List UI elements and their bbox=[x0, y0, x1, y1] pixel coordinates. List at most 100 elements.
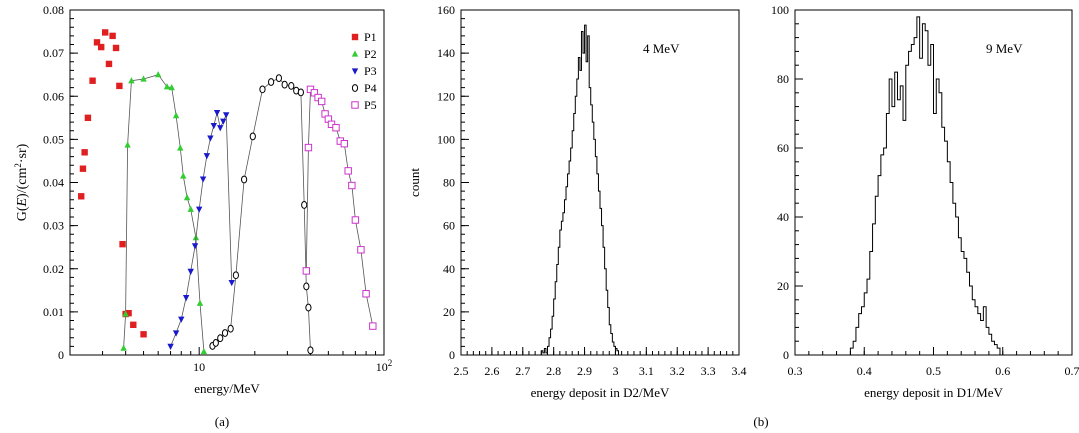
b2-histogram-bin bbox=[897, 100, 900, 355]
b2-histogram-bin bbox=[956, 217, 959, 355]
b1-histogram-bin bbox=[595, 157, 597, 355]
b1-histogram-bin bbox=[600, 208, 602, 355]
b1-histogram-bin bbox=[591, 105, 593, 355]
b1-xtick-label: 3.3 bbox=[701, 364, 716, 378]
b1-ytick-label: 80 bbox=[443, 176, 455, 190]
a-ytick-label: 0.04 bbox=[43, 176, 64, 190]
b1-histogram-outline bbox=[540, 24, 620, 355]
legend-marker-p4 bbox=[351, 84, 359, 92]
data-point-p1 bbox=[109, 32, 116, 40]
b1-x-axis-label: energy deposit in D2/MeV bbox=[531, 385, 670, 400]
b1-histogram-bin bbox=[555, 282, 557, 355]
b2-histogram-bin bbox=[864, 293, 867, 355]
data-point-p4 bbox=[232, 271, 239, 280]
data-point-p1 bbox=[119, 240, 126, 248]
b2-histogram-bin bbox=[953, 203, 956, 355]
b1-histogram-bin bbox=[575, 96, 577, 355]
data-point-p1 bbox=[101, 29, 109, 36]
b1-xtick-label: 2.7 bbox=[515, 364, 530, 378]
data-point-p2 bbox=[124, 141, 131, 148]
a-ytick-label: 0.05 bbox=[43, 132, 64, 146]
b2-histogram-bin bbox=[903, 120, 906, 355]
data-point-p3 bbox=[210, 122, 218, 130]
data-point-p4 bbox=[297, 88, 304, 97]
data-point-p1 bbox=[89, 77, 96, 84]
data-point-p5 bbox=[302, 267, 311, 275]
b1-histogram-bin bbox=[598, 191, 600, 355]
a-ytick-label: 0.03 bbox=[43, 219, 64, 233]
b2-histogram-bin bbox=[994, 345, 997, 355]
b2-histogram-bin bbox=[931, 45, 934, 356]
b1-histogram-bin bbox=[552, 316, 554, 355]
b1-ytick-label: 100 bbox=[437, 132, 455, 146]
b2-histogram-bin bbox=[936, 79, 939, 355]
b2-histogram-bin bbox=[989, 334, 992, 355]
b2-histogram-bin bbox=[970, 286, 973, 355]
data-point-p1 bbox=[84, 114, 92, 122]
legend-label-p3: P3 bbox=[364, 64, 377, 78]
b1-xtick-label: 3.4 bbox=[732, 364, 747, 378]
a-y-axis-label: G(E)/(cm2·sr) bbox=[13, 143, 30, 221]
b1-ytick-label: 60 bbox=[443, 219, 455, 233]
b1-histogram-bin bbox=[544, 349, 546, 355]
b2-histogram-bin bbox=[884, 148, 887, 355]
b2-ytick-label: 20 bbox=[777, 279, 789, 293]
b1-xtick-label: 3.1 bbox=[639, 364, 654, 378]
b2-ytick-label: 0 bbox=[783, 348, 789, 362]
b2-histogram-bin bbox=[886, 114, 889, 356]
legend-label-p4: P4 bbox=[364, 81, 377, 95]
data-point-p4 bbox=[288, 82, 295, 90]
b2-histogram-bin bbox=[889, 79, 892, 355]
b2-histogram-bin bbox=[986, 327, 989, 355]
b2-ytick-label: 100 bbox=[771, 3, 789, 17]
b1-histogram-bin bbox=[554, 299, 556, 355]
data-point-p2 bbox=[200, 347, 208, 355]
b1-histogram-bin bbox=[597, 174, 599, 355]
a-ytick-label: 0.01 bbox=[43, 305, 64, 319]
b2-histogram-bin bbox=[992, 341, 995, 355]
b1-histogram-bin bbox=[546, 353, 548, 355]
data-point-p4 bbox=[303, 282, 310, 291]
b2-xtick-label: 0.3 bbox=[788, 364, 803, 378]
data-point-p5 bbox=[310, 89, 319, 97]
b2-xtick-label: 0.7 bbox=[1065, 364, 1079, 378]
b1-xtick-label: 2.9 bbox=[577, 364, 592, 378]
b2-annotation: 9 MeV bbox=[986, 41, 1023, 56]
b2-histogram-bin bbox=[975, 307, 978, 355]
b2-histogram-bin bbox=[958, 238, 961, 355]
b1-histogram-bin bbox=[564, 200, 566, 355]
b2-histogram-bin bbox=[873, 224, 876, 355]
b1-histogram-bin bbox=[566, 187, 568, 355]
b1-ytick-label: 160 bbox=[437, 3, 455, 17]
b2-histogram-bin bbox=[945, 141, 948, 355]
data-point-p2 bbox=[196, 299, 204, 306]
data-point-p2 bbox=[172, 112, 180, 119]
b1-histogram-bin bbox=[614, 346, 616, 355]
data-point-p5 bbox=[304, 143, 313, 152]
b2-histogram-bin bbox=[972, 300, 975, 355]
data-point-p2 bbox=[163, 83, 171, 90]
b2-histogram-bin bbox=[917, 17, 920, 355]
b1-histogram-bin bbox=[547, 346, 549, 355]
a-plot-frame bbox=[69, 9, 385, 356]
b2-histogram-bin bbox=[853, 341, 856, 355]
b2-histogram-bin bbox=[978, 314, 981, 355]
b2-histogram-bin bbox=[870, 252, 873, 356]
b2-histogram-bin bbox=[906, 65, 909, 355]
b2-histogram-bin bbox=[950, 183, 953, 356]
b2-xtick-label: 0.6 bbox=[995, 364, 1010, 378]
legend-marker-p1 bbox=[351, 33, 359, 41]
data-point-p1 bbox=[78, 193, 85, 200]
data-point-p1 bbox=[97, 43, 105, 51]
data-point-p4 bbox=[227, 324, 234, 333]
data-point-p5 bbox=[369, 322, 377, 330]
legend: P1 P2 P3 P4 P5 bbox=[351, 30, 377, 112]
data-point-p1 bbox=[93, 39, 101, 46]
b2-histogram-bin bbox=[895, 72, 898, 355]
b1-histogram-bin bbox=[561, 221, 563, 355]
b1-histogram-bin bbox=[586, 62, 588, 355]
b1-histogram-bin bbox=[557, 264, 559, 355]
b1-xtick-label: 3 bbox=[612, 364, 618, 378]
b1-annotation: 4 MeV bbox=[643, 41, 680, 56]
data-point-p2 bbox=[120, 344, 127, 351]
